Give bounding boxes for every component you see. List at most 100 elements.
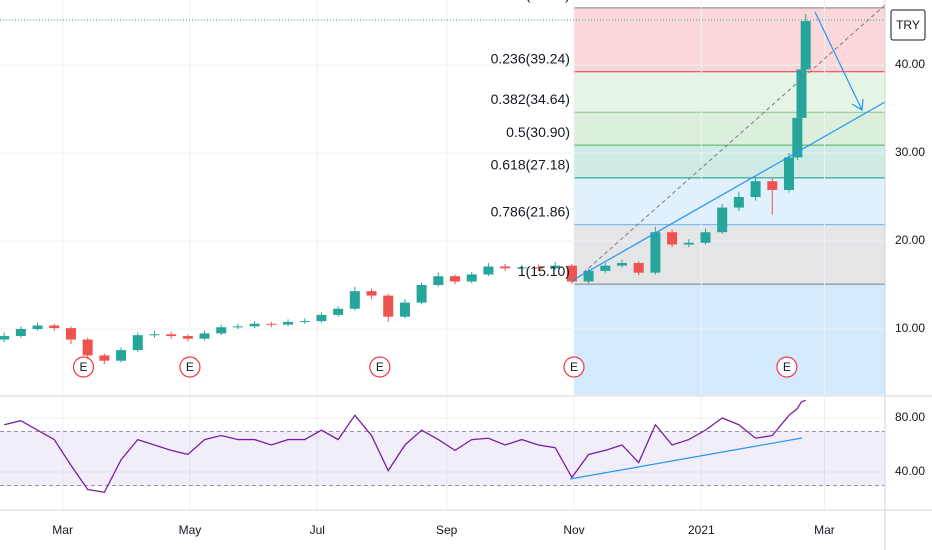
candle-body	[667, 232, 678, 245]
candle-body	[650, 232, 661, 273]
candle-body	[399, 302, 410, 317]
earnings-marker	[179, 356, 201, 378]
candle-body	[132, 335, 143, 351]
fib-label: 0(46.50)	[518, 0, 570, 3]
candle-body	[750, 181, 761, 198]
candle-body	[796, 69, 807, 118]
y-tick-label: 40.00	[895, 464, 925, 478]
trend-line	[572, 101, 886, 281]
candle-body	[717, 207, 728, 233]
fib-zone	[573, 7, 885, 72]
candle-body	[633, 263, 644, 273]
candle-body	[32, 325, 43, 330]
candle-body	[483, 266, 494, 275]
candle-body	[216, 327, 227, 334]
candle-body	[0, 336, 10, 340]
earnings-label: E	[570, 360, 578, 374]
labels: 0(46.50) 0.236(39.24) 0.382(34.64) 0.5(30.9…	[52, 0, 925, 537]
candle-body	[366, 291, 377, 296]
candle-body	[700, 232, 711, 243]
y-tick-label: 40.00	[895, 57, 925, 71]
candle-body	[49, 325, 60, 329]
fib-layer	[573, 7, 885, 395]
earnings-label: E	[783, 360, 791, 374]
grid	[0, 0, 885, 510]
candle-body	[283, 321, 294, 325]
arrow-head	[851, 98, 864, 112]
x-tick-label: Mar	[814, 523, 835, 537]
candle-body	[583, 270, 594, 282]
candle-body	[600, 265, 611, 271]
candle-body	[533, 267, 544, 269]
y-tick-label: 10.00	[895, 321, 925, 335]
candle-body	[249, 323, 260, 327]
candle-body	[433, 276, 444, 286]
fib-zone	[573, 284, 885, 395]
arrow	[814, 11, 863, 111]
x-tick-label: Sep	[436, 523, 458, 537]
candle-body	[99, 355, 110, 361]
candle-body	[767, 181, 778, 190]
fib-zone	[573, 224, 885, 285]
x-tick-label: Jul	[310, 523, 325, 537]
candle-body	[500, 266, 511, 269]
candle-body	[383, 295, 394, 317]
candle-body	[566, 265, 577, 282]
candle-body	[65, 328, 76, 340]
candle-body	[683, 242, 694, 245]
x-tick-label: Nov	[563, 523, 584, 537]
candle-body	[149, 334, 160, 336]
candle-body	[800, 21, 811, 70]
candle-body	[416, 285, 427, 303]
fib-label: 1(15.10)	[518, 263, 570, 279]
currency: TRY	[896, 18, 920, 32]
candle-body	[516, 267, 527, 269]
candle-body	[166, 334, 177, 337]
y-tick-label: 80.00	[895, 410, 925, 424]
fib-label: 0.382(34.64)	[491, 91, 570, 107]
y-tick-label: 20.00	[895, 233, 925, 247]
candle-body	[792, 117, 803, 158]
candle-body	[349, 291, 360, 309]
rsi-line	[4, 399, 806, 493]
x-tick-label: Mar	[52, 523, 73, 537]
earnings-marker	[72, 356, 95, 378]
earnings-label: E	[79, 360, 87, 374]
candle-body	[199, 333, 210, 339]
fib-label: 0.786(21.86)	[491, 203, 570, 219]
rsi-trend-line	[569, 437, 803, 480]
candle-body	[182, 336, 193, 339]
fib-zone	[573, 177, 885, 225]
candle-body	[616, 263, 628, 266]
x-tick-label: 2021	[688, 523, 715, 537]
earnings-label: E	[186, 360, 194, 374]
earnings-marker	[776, 356, 798, 378]
candle-body	[299, 321, 310, 323]
candle-body	[316, 314, 327, 322]
candle-body	[450, 276, 461, 282]
candle-body	[783, 157, 794, 190]
fib-zone	[573, 112, 885, 146]
candle-body	[15, 329, 26, 337]
fib-label: 0.236(39.24)	[491, 50, 570, 66]
candle-body	[232, 326, 243, 328]
candle-body	[82, 339, 93, 356]
candle-body	[550, 265, 561, 269]
candle-body	[116, 350, 127, 361]
fib-zone	[573, 71, 885, 113]
candle-body	[333, 308, 344, 315]
earnings-marker	[563, 356, 585, 378]
marks	[0, 13, 811, 493]
x-tick-label: May	[179, 523, 202, 537]
fib-zone	[573, 145, 885, 178]
earnings-marker	[369, 356, 391, 378]
fib-label: 0.5(30.90)	[506, 124, 570, 140]
candle-body	[733, 197, 744, 208]
rsi-band-fill	[0, 431, 885, 486]
y-tick-label: 30.00	[895, 145, 925, 159]
earnings-label: E	[376, 360, 384, 374]
candle-body	[266, 323, 277, 325]
fib-label: 0.618(27.18)	[491, 157, 570, 173]
